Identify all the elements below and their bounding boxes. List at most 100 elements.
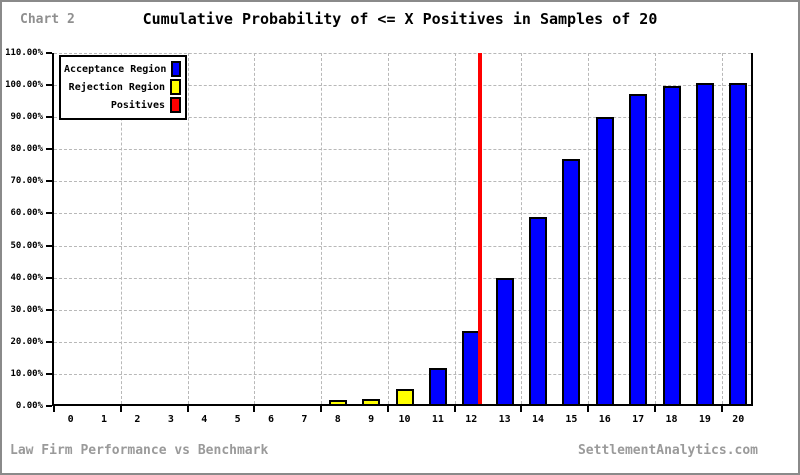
bar-11	[428, 367, 447, 404]
x-tick-label-4: 4	[201, 414, 208, 425]
y-tick-label-20: 20.00%	[10, 336, 43, 347]
gridline-h-40	[54, 277, 751, 279]
x-tick-label-19: 19	[698, 414, 711, 425]
x-tick-label-2: 2	[134, 414, 141, 425]
x-tick-label-9: 9	[368, 414, 375, 425]
gridline-h-30	[54, 309, 751, 311]
y-axis-tick-100	[46, 84, 52, 87]
y-tick-label-110: 110.00%	[5, 48, 43, 58]
x-tick-label-1: 1	[101, 414, 108, 425]
x-axis-tick-3.5	[186, 406, 189, 412]
gridline-h-60	[54, 213, 751, 215]
footer-right-text: SettlementAnalytics.com	[577, 443, 758, 458]
x-tick-label-8: 8	[334, 414, 341, 425]
legend-item-positives: Positives	[64, 96, 181, 114]
y-axis-tick-60	[46, 212, 52, 215]
x-axis-tick-1.5	[119, 406, 122, 412]
legend-item-acceptance-region: Acceptance Region	[64, 60, 181, 78]
gridline-v-11.5	[454, 53, 456, 404]
bar-9	[362, 398, 381, 404]
legend-swatch-acceptance-icon	[171, 61, 181, 77]
chart-number-label: Chart 2	[20, 12, 75, 27]
gridline-v-7.5	[321, 53, 323, 404]
y-tick-label-30: 30.00%	[10, 304, 43, 315]
x-tick-label-14: 14	[531, 414, 545, 425]
bar-13	[495, 278, 514, 404]
gridline-h-100	[54, 85, 751, 87]
x-tick-label-5: 5	[234, 414, 241, 425]
y-axis-tick-40	[46, 276, 52, 279]
x-tick-label-15: 15	[565, 414, 578, 425]
x-tick-label-20: 20	[732, 414, 745, 425]
y-axis-tick-50	[46, 244, 52, 247]
x-tick-label-12: 12	[465, 414, 478, 425]
bar-8	[328, 400, 347, 404]
x-tick-label-17: 17	[632, 414, 645, 425]
positives-line	[477, 53, 482, 404]
gridline-v-1.5	[120, 53, 122, 404]
bar-14	[529, 216, 548, 404]
x-tick-label-6: 6	[267, 414, 274, 425]
gridline-v-15.5	[588, 53, 590, 404]
bar-10	[395, 388, 414, 404]
x-axis-tick-13.5	[520, 406, 523, 412]
y-tick-label-90: 90.00%	[10, 112, 43, 123]
bar-19	[695, 83, 714, 404]
bar-20	[729, 83, 748, 404]
x-tick-label-7: 7	[301, 414, 308, 425]
bar-16	[595, 117, 614, 404]
bar-18	[662, 85, 681, 404]
y-tick-label-80: 80.00%	[10, 144, 43, 155]
x-tick-label-10: 10	[398, 414, 411, 425]
x-tick-label-0: 0	[67, 414, 74, 425]
plot-area: Acceptance Region Rejection Region Posit…	[5, 48, 753, 425]
gridline-v-5.5	[254, 53, 256, 404]
y-tick-label-70: 70.00%	[10, 176, 43, 187]
footer-left-text: Law Firm Performance vs Benchmark	[10, 443, 269, 458]
y-axis-tick-10	[46, 372, 52, 375]
bar-15	[562, 159, 581, 404]
gridline-v-9.5	[387, 53, 389, 404]
legend-label-positives: Positives	[110, 99, 165, 111]
legend: Acceptance Region Rejection Region Posit…	[59, 55, 187, 120]
footer: Law Firm Performance vs Benchmark Settle…	[2, 443, 798, 461]
legend-item-rejection-region: Rejection Region	[64, 78, 181, 96]
x-tick-label-18: 18	[665, 414, 678, 425]
y-axis-tick-80	[46, 148, 52, 151]
chart-title: Cumulative Probability of <= X Positives…	[142, 10, 658, 28]
x-axis-tick-7.5	[320, 406, 323, 412]
legend-label-acceptance-region: Acceptance Region	[64, 63, 167, 75]
gridline-v-19.5	[721, 53, 723, 404]
y-tick-label-0: 0.00%	[15, 401, 43, 411]
y-axis-tick-90	[46, 116, 52, 119]
x-axis-tick--0.5	[53, 406, 55, 412]
x-axis-tick-17.5	[653, 406, 656, 412]
x-axis-tick-19.5	[720, 406, 723, 412]
y-axis-tick-70	[46, 180, 52, 183]
x-tick-label-3: 3	[167, 414, 174, 425]
x-tick-label-11: 11	[431, 414, 444, 425]
legend-label-rejection-region: Rejection Region	[68, 81, 165, 93]
x-axis-tick-9.5	[386, 406, 389, 412]
y-axis-tick-0	[46, 405, 52, 407]
gridline-v-17.5	[654, 53, 656, 404]
gridline-h-90	[54, 117, 751, 119]
gridline-h-110	[54, 53, 751, 54]
y-axis-tick-30	[46, 308, 52, 311]
gridline-v-13.5	[521, 53, 523, 404]
gridline-h-10	[54, 373, 751, 375]
x-tick-label-16: 16	[598, 414, 611, 425]
gridline-v-3.5	[187, 53, 189, 404]
y-tick-label-10: 10.00%	[10, 368, 43, 379]
y-tick-label-60: 60.00%	[10, 208, 43, 219]
x-axis-tick-15.5	[587, 406, 590, 412]
y-axis-tick-20	[46, 340, 52, 343]
y-tick-label-50: 50.00%	[10, 240, 43, 251]
x-tick-label-13: 13	[498, 414, 511, 425]
x-axis-tick-5.5	[253, 406, 256, 412]
y-tick-label-40: 40.00%	[10, 272, 43, 283]
legend-swatch-positives-icon	[170, 97, 181, 113]
gridline-h-80	[54, 149, 751, 151]
y-tick-label-100: 100.00%	[5, 80, 43, 91]
